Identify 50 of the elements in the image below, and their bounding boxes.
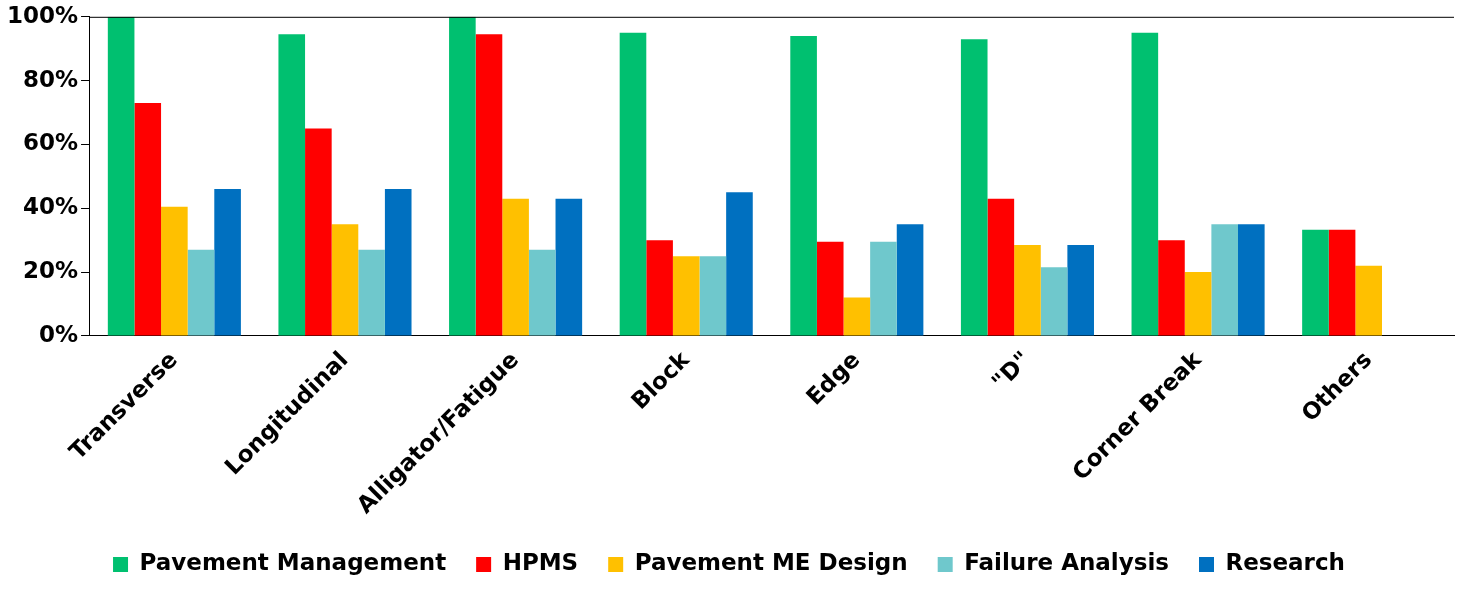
bar — [843, 297, 871, 336]
bar — [161, 206, 188, 336]
bar — [1131, 32, 1159, 336]
bar — [134, 102, 162, 336]
bar — [726, 192, 753, 336]
bar — [107, 16, 135, 336]
bar — [960, 39, 988, 336]
y-tick-label: 100% — [6, 1, 79, 28]
bar — [331, 224, 359, 336]
bar — [187, 249, 215, 336]
legend-label: HPMS — [502, 549, 579, 576]
bar — [1355, 265, 1382, 336]
y-tick-label: 20% — [22, 257, 79, 284]
bar — [358, 249, 385, 336]
legend-label: Research — [1225, 549, 1345, 576]
bar — [672, 256, 700, 336]
bar — [449, 16, 476, 336]
bar — [619, 32, 647, 336]
y-tick-label: 40% — [22, 193, 79, 220]
bar — [896, 224, 924, 336]
bar — [699, 256, 727, 336]
bar — [1014, 244, 1041, 336]
y-tick-label: 60% — [22, 129, 79, 156]
bar — [1302, 229, 1329, 336]
bar — [1184, 272, 1212, 336]
bar — [1328, 229, 1356, 336]
bar — [1238, 224, 1265, 336]
bar — [1158, 240, 1185, 336]
bar — [502, 198, 529, 336]
x-tick-label: "D" — [986, 346, 1036, 395]
bar — [278, 34, 306, 336]
bar — [816, 241, 844, 336]
bar — [1040, 267, 1068, 336]
bar — [1067, 244, 1094, 336]
bar — [646, 240, 673, 336]
bar — [870, 241, 897, 336]
legend-label: Pavement Management — [139, 549, 447, 576]
bar — [305, 128, 332, 336]
bar — [987, 198, 1015, 336]
y-tick-label: 80% — [22, 65, 79, 92]
bar — [1211, 224, 1238, 336]
y-tick-label: 0% — [38, 320, 79, 347]
bar — [790, 35, 817, 336]
bar — [528, 249, 556, 336]
bar — [384, 189, 412, 336]
legend-label: Failure Analysis — [964, 549, 1169, 576]
bar — [214, 189, 241, 336]
bar — [475, 34, 503, 336]
legend-label: Pavement ME Design — [634, 549, 908, 576]
bar — [555, 198, 583, 336]
